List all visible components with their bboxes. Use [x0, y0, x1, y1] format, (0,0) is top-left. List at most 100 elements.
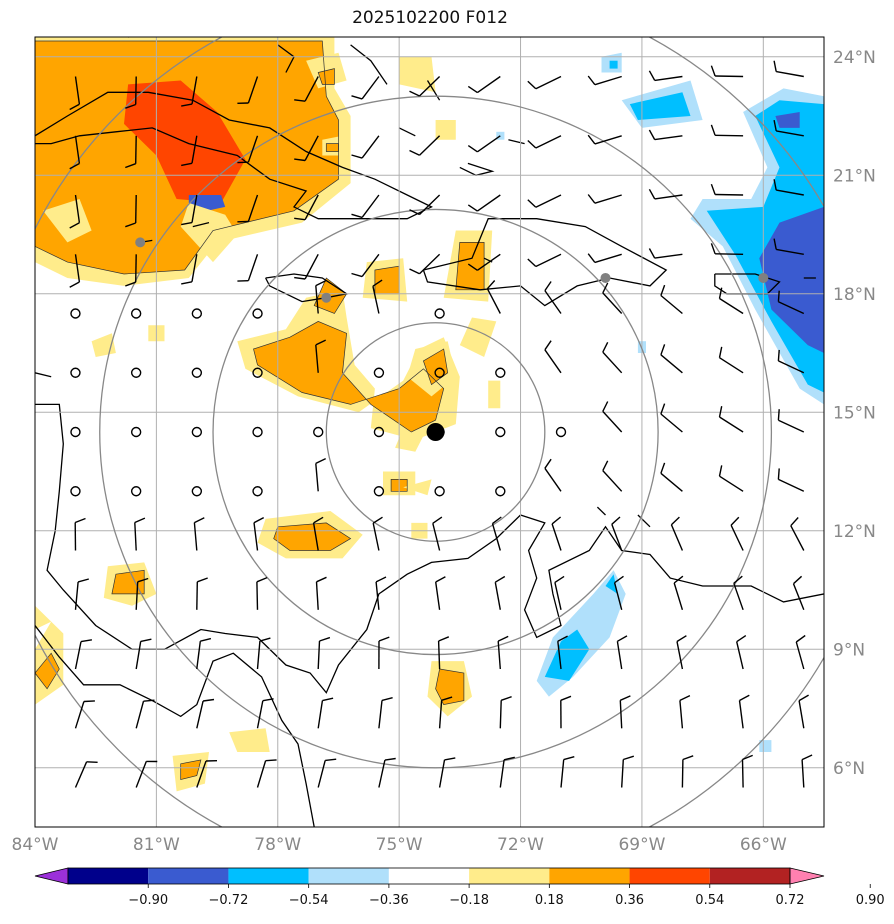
- contour-line: [313, 277, 348, 314]
- wind-barb: [135, 76, 137, 105]
- wind-barb: [778, 301, 805, 315]
- wind-barb: [776, 70, 804, 78]
- wind-barb: [660, 413, 683, 433]
- wind-barb-layer: [69, 60, 813, 788]
- wind-barb: [253, 522, 259, 551]
- storm-center-marker: [426, 423, 445, 441]
- wind-barb-flag: [181, 103, 193, 107]
- wind-barb: [74, 254, 81, 283]
- wind-barb-flag: [614, 575, 624, 584]
- coastline: [35, 403, 824, 694]
- wind-barb: [378, 700, 383, 729]
- range-ring: [99, 95, 773, 769]
- calm-wind-circle: [434, 308, 445, 319]
- wind-barb: [196, 760, 207, 788]
- wind-barb: [499, 759, 505, 788]
- wind-barb: [432, 523, 441, 551]
- wind-barb: [135, 254, 137, 283]
- range-ring: [325, 322, 546, 542]
- wind-barb: [673, 582, 684, 611]
- wind-barb: [438, 700, 443, 729]
- wind-barb-flag: [503, 756, 515, 761]
- wind-barb-flag: [544, 458, 552, 469]
- wind-barb: [74, 581, 79, 610]
- calm-wind-circle: [495, 367, 506, 378]
- wind-barb-flag: [438, 636, 450, 642]
- wind-barb: [679, 700, 684, 729]
- coastline: [350, 44, 388, 85]
- wind-barb-flag: [409, 209, 420, 216]
- wind-barb: [196, 581, 198, 610]
- wind-barb: [560, 759, 565, 788]
- anomaly-contour: [605, 574, 618, 594]
- wind-barb: [486, 288, 501, 314]
- calm-wind-circle: [191, 367, 203, 378]
- calm-wind-circle: [70, 426, 81, 438]
- calm-wind-circle: [191, 486, 203, 497]
- wind-barb-flag: [736, 635, 747, 643]
- colorbar-tick-label: −0.36: [369, 893, 409, 908]
- coastline-layer: [35, 37, 824, 827]
- wind-barb: [419, 194, 441, 216]
- wind-barb: [602, 470, 623, 492]
- contour-line: [317, 68, 335, 85]
- wind-barb-flag: [444, 757, 456, 761]
- wind-barb: [247, 76, 259, 104]
- wind-barb-flag: [384, 757, 396, 761]
- range-ring: [212, 208, 659, 656]
- wind-barb-flag: [620, 695, 631, 701]
- coastline: [35, 625, 315, 827]
- wind-barb: [315, 463, 319, 492]
- wind-barb: [74, 135, 81, 164]
- calm-wind-circle: [70, 308, 81, 319]
- calm-wind-circle: [252, 367, 263, 378]
- colorbar-low-extend: [34, 867, 69, 885]
- wind-barb: [196, 700, 204, 729]
- wind-barb: [535, 135, 562, 149]
- wind-barb: [361, 253, 380, 278]
- latitude-tick-label: 21°N: [833, 166, 876, 186]
- wind-barb-flag: [497, 635, 509, 642]
- wind-barb: [476, 194, 501, 212]
- wind-barb: [535, 253, 562, 268]
- wind-barb-flag: [69, 103, 80, 111]
- wind-barb: [476, 75, 501, 94]
- anomaly-contour: [403, 479, 432, 496]
- colorbar-tick-label: −0.90: [128, 893, 168, 908]
- colorbar-segment: [709, 868, 790, 884]
- calm-wind-circle: [373, 486, 385, 497]
- wind-barb-flag: [500, 696, 512, 701]
- wind-barb: [776, 248, 804, 255]
- wind-barb: [795, 641, 805, 670]
- wind-barb-flag: [80, 639, 93, 643]
- colorbar-tick-label: −0.72: [209, 893, 249, 908]
- wind-barb-flag: [125, 103, 136, 109]
- anomaly-contour: [374, 266, 400, 294]
- wind-barb: [247, 135, 259, 163]
- colorbar-frame: [67, 867, 791, 885]
- contour-line: [253, 321, 445, 433]
- wind-barb-flag: [611, 516, 621, 525]
- wind-barb-flag: [467, 263, 478, 271]
- calm-wind-circle: [130, 367, 142, 378]
- wind-barb: [736, 641, 744, 670]
- wind-barb: [304, 194, 319, 221]
- wind-barb-flag: [486, 280, 496, 290]
- wind-barb-flag: [773, 238, 777, 250]
- wind-barb-flag: [602, 341, 609, 353]
- wind-barb-flag: [351, 213, 363, 219]
- wind-barb: [670, 524, 684, 551]
- wind-barb: [372, 286, 380, 314]
- latitude-tick-label: 18°N: [833, 285, 876, 305]
- wind-barb-flag: [648, 129, 656, 140]
- wind-barb: [256, 641, 261, 670]
- contour-line: [35, 652, 60, 690]
- wind-barb-flag: [315, 457, 327, 465]
- wind-barb: [792, 583, 805, 611]
- wind-barb-flag: [351, 272, 363, 278]
- anomaly-contour: [35, 653, 60, 689]
- wind-barb-flag: [660, 284, 666, 296]
- wind-barb: [497, 641, 501, 670]
- wind-barb-flag: [670, 516, 680, 526]
- wind-barb: [196, 641, 201, 670]
